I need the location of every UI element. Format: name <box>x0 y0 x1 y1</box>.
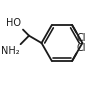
Text: HO: HO <box>6 18 21 28</box>
Text: Cl: Cl <box>77 43 86 53</box>
Text: Cl: Cl <box>77 33 86 43</box>
Text: NH₂: NH₂ <box>1 46 20 56</box>
